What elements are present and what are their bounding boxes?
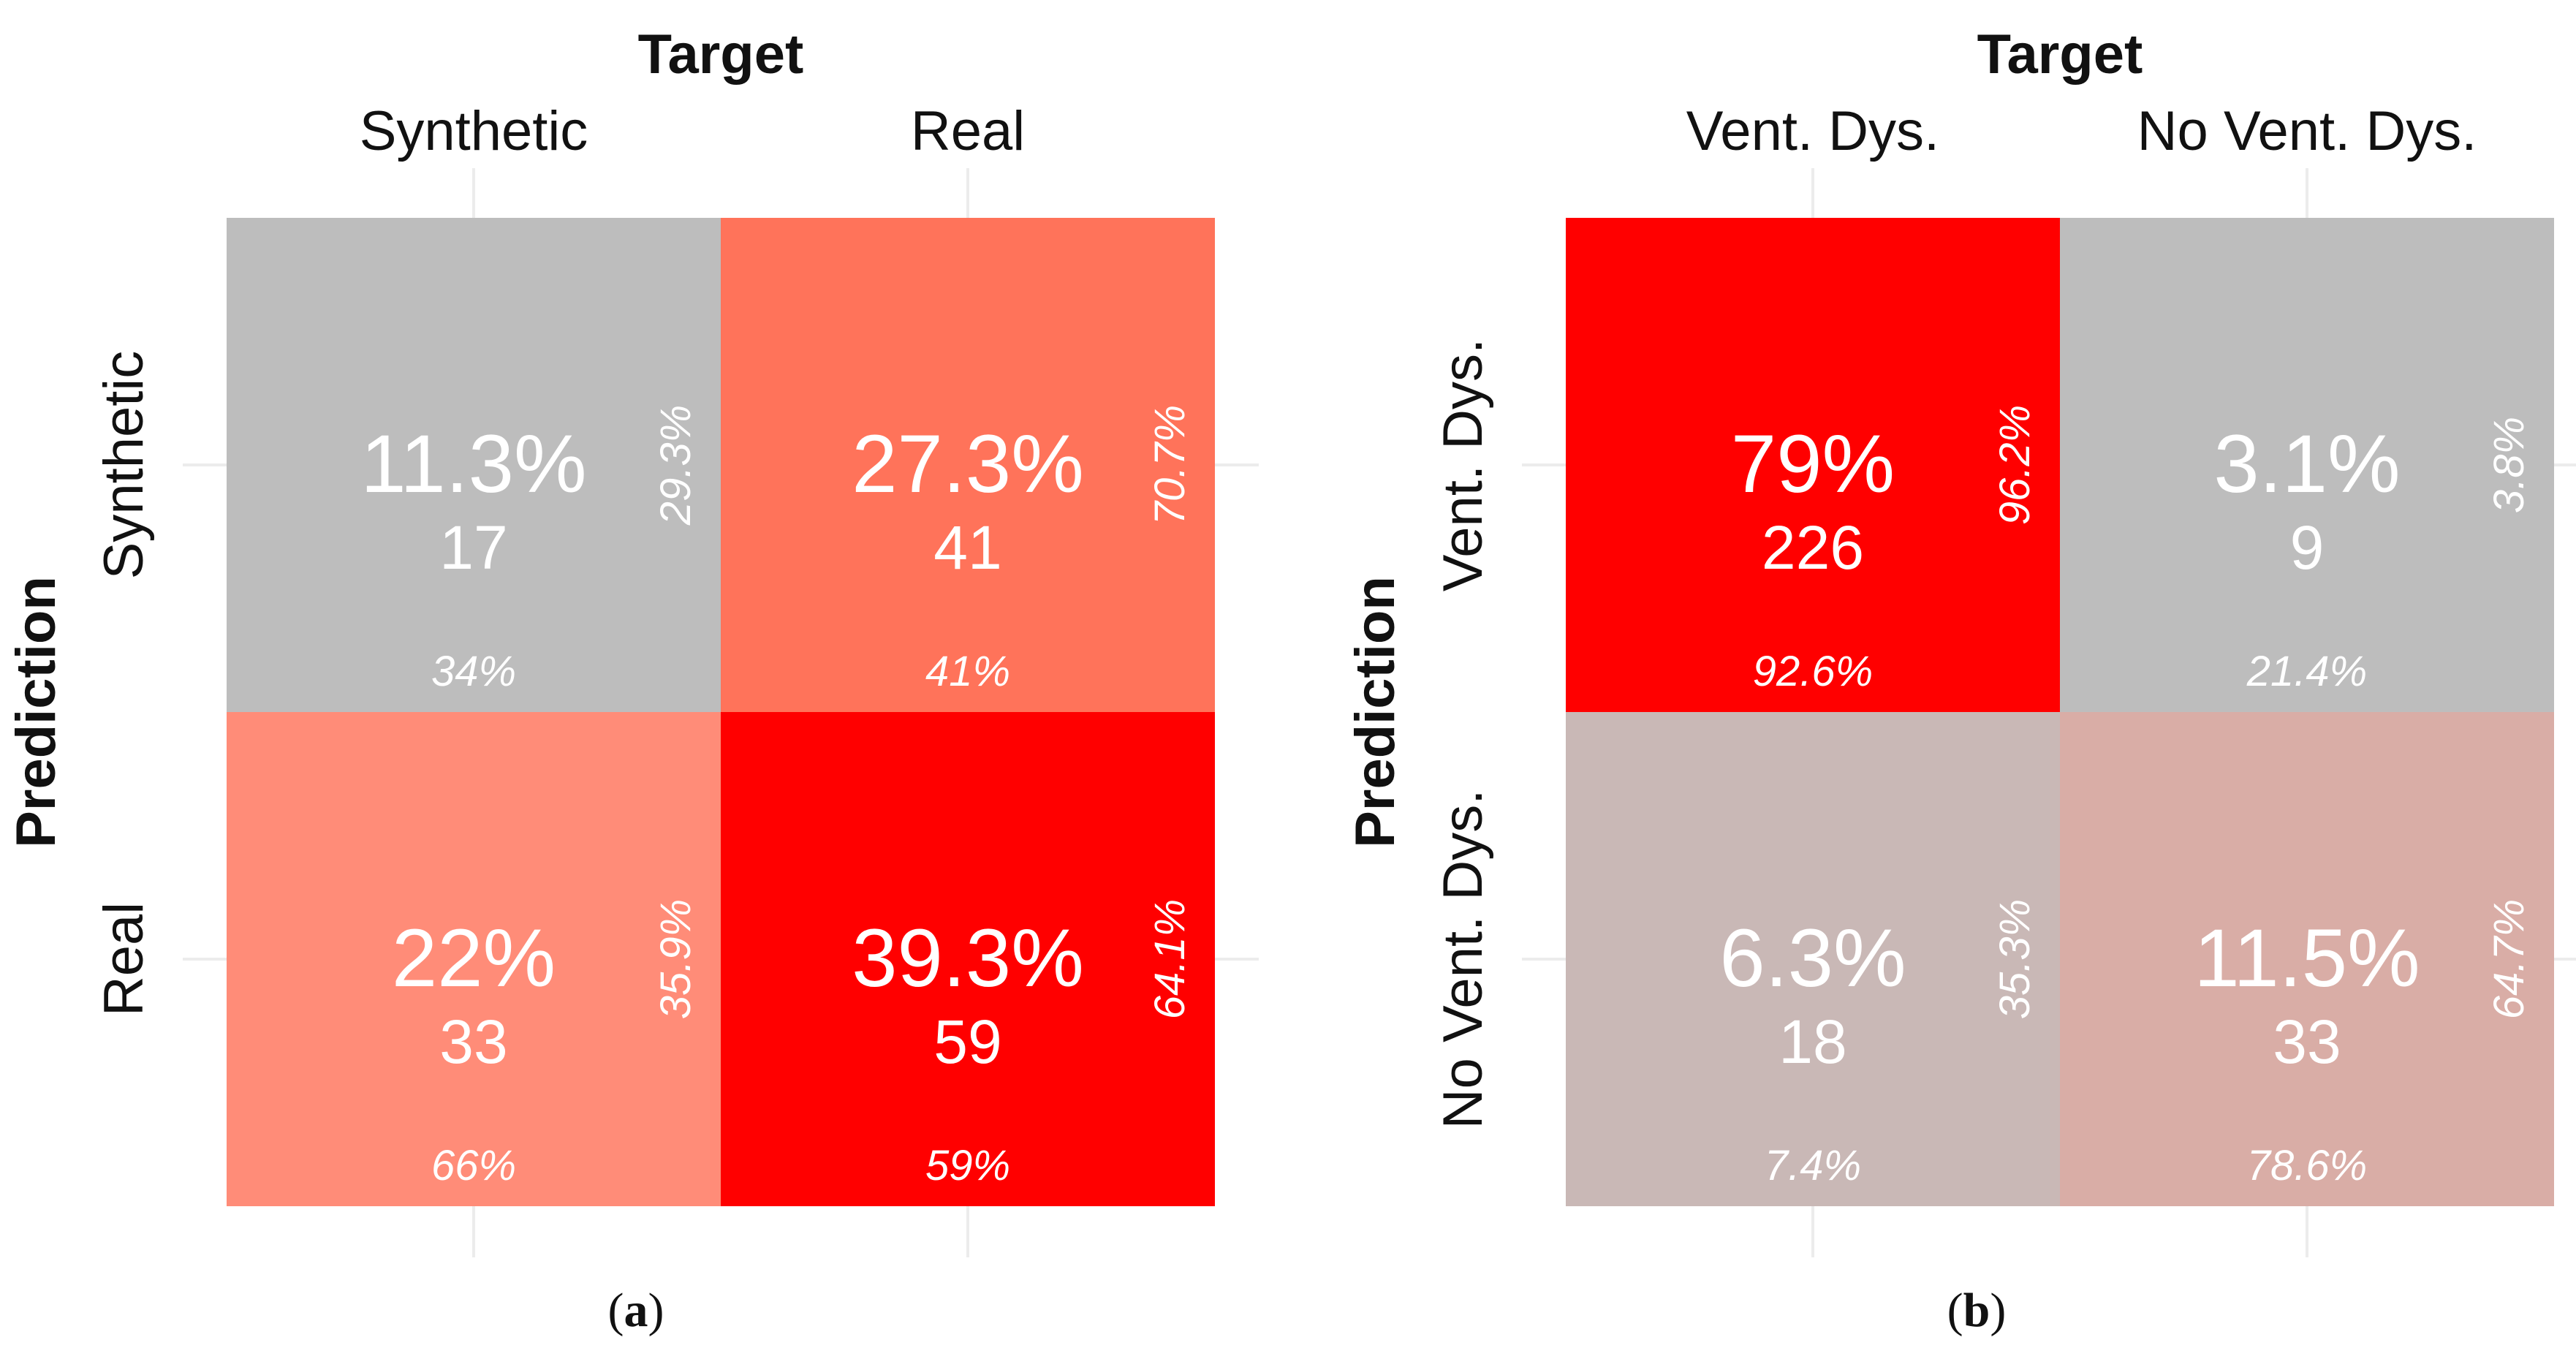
cell-count: 18 bbox=[1778, 1007, 1846, 1076]
cell-count: 9 bbox=[2290, 513, 2325, 582]
cell-count: 226 bbox=[1762, 513, 1864, 582]
y-tick-label: No Vent. Dys. bbox=[1432, 790, 1494, 1129]
x-axis-title: Target bbox=[638, 23, 804, 86]
cell-fill bbox=[227, 712, 721, 1206]
x-tick-label: Synthetic bbox=[360, 100, 588, 162]
cell-row-percent: 64.7% bbox=[2485, 899, 2533, 1019]
cell: 6.3%18 7.4% 35.3% bbox=[1566, 712, 2060, 1206]
cell-col-percent: 21.4% bbox=[2246, 648, 2367, 695]
cell: 27.3%41 41% 70.7% bbox=[721, 218, 1215, 712]
x-tick-label: No Vent. Dys. bbox=[2137, 100, 2477, 162]
cell-percent: 3.1% bbox=[2213, 418, 2400, 510]
confusion-matrix-a: 11.3%17 34% 29.3% 27.3%41 41% 70.7% 22%33 66% 35… bbox=[5, 23, 1259, 1257]
cell-percent: 79% bbox=[1731, 418, 1895, 510]
cell-fill bbox=[721, 712, 1215, 1206]
cell-row-percent: 96.2% bbox=[1991, 405, 2039, 525]
cell-percent: 22% bbox=[392, 912, 556, 1004]
heatmap-b: 79%226 92.6% 96.2% 3.1%9 21.4% 3.8% 6.3%18 7.4%… bbox=[1344, 23, 2576, 1257]
heatmap-a: 11.3%17 34% 29.3% 27.3%41 41% 70.7% 22%33 66% 35… bbox=[5, 23, 1259, 1257]
cell-col-percent: 7.4% bbox=[1765, 1142, 1861, 1189]
cell-row-percent: 70.7% bbox=[1146, 405, 1194, 525]
cell: 79%226 92.6% 96.2% bbox=[1566, 218, 2060, 712]
cell-col-percent: 59% bbox=[925, 1142, 1010, 1189]
cell-count: 33 bbox=[439, 1007, 507, 1076]
cell-col-percent: 78.6% bbox=[2247, 1142, 2367, 1189]
cell-col-percent: 66% bbox=[431, 1142, 516, 1189]
cell-row-percent: 35.3% bbox=[1991, 899, 2039, 1019]
cell-fill bbox=[1566, 712, 2060, 1206]
cell: 11.3%17 34% 29.3% bbox=[227, 218, 721, 712]
cell-fill bbox=[721, 218, 1215, 712]
cell-fill bbox=[2060, 218, 2554, 712]
cell-count: 41 bbox=[933, 513, 1001, 582]
cell-fill bbox=[1566, 218, 2060, 712]
caption-b: (b) bbox=[1947, 1284, 2007, 1337]
x-tick-label: Vent. Dys. bbox=[1686, 100, 1939, 162]
y-axis-title: Prediction bbox=[1344, 576, 1406, 848]
cell-col-percent: 92.6% bbox=[1753, 648, 1873, 695]
cell-percent: 27.3% bbox=[852, 418, 1084, 510]
cell-col-percent: 41% bbox=[925, 648, 1010, 695]
cell-percent: 6.3% bbox=[1719, 912, 1906, 1004]
cell: 3.1%9 21.4% 3.8% bbox=[2060, 218, 2554, 712]
cell-count: 17 bbox=[439, 513, 507, 582]
cell-percent: 39.3% bbox=[852, 912, 1084, 1004]
y-axis-title: Prediction bbox=[5, 576, 67, 848]
caption-a: (a) bbox=[607, 1284, 664, 1337]
y-tick-label: Real bbox=[93, 902, 155, 1016]
cell-fill bbox=[2060, 712, 2554, 1206]
cell-fill bbox=[227, 218, 721, 712]
cell: 11.5%33 78.6% 64.7% bbox=[2060, 712, 2554, 1206]
cell-count: 59 bbox=[933, 1007, 1001, 1076]
cell-row-percent: 35.9% bbox=[652, 899, 700, 1019]
x-tick-label: Real bbox=[911, 100, 1025, 162]
cell: 39.3%59 59% 64.1% bbox=[721, 712, 1215, 1206]
cell-row-percent: 3.8% bbox=[2485, 417, 2533, 513]
cell-count: 33 bbox=[2273, 1007, 2341, 1076]
y-tick-label: Vent. Dys. bbox=[1432, 338, 1494, 591]
x-axis-title: Target bbox=[1977, 23, 2143, 86]
cell-percent: 11.5% bbox=[2194, 912, 2420, 1004]
cell-row-percent: 64.1% bbox=[1146, 899, 1194, 1019]
cell-col-percent: 34% bbox=[431, 648, 516, 695]
cell: 22%33 66% 35.9% bbox=[227, 712, 721, 1206]
cell-percent: 11.3% bbox=[360, 418, 586, 510]
y-tick-label: Synthetic bbox=[93, 351, 155, 580]
cell-row-percent: 29.3% bbox=[652, 405, 700, 526]
